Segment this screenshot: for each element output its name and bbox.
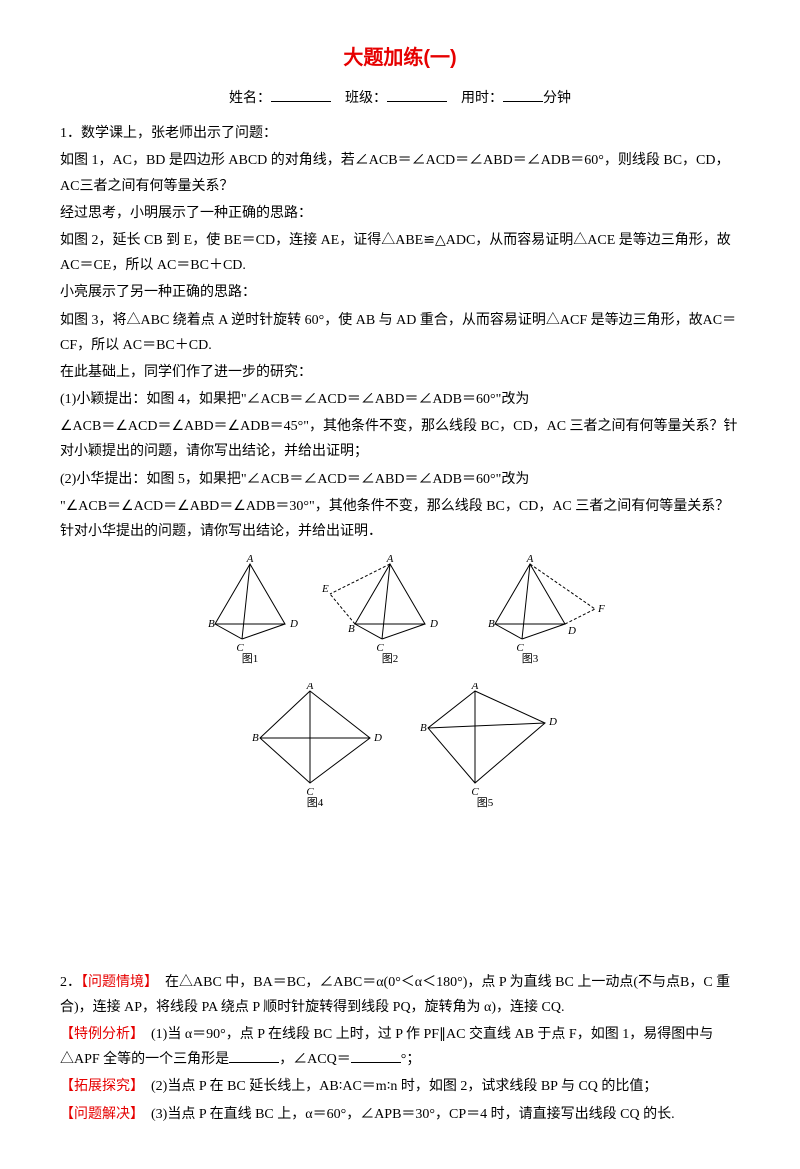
- svg-text:图3: 图3: [522, 652, 539, 664]
- svg-text:B: B: [208, 618, 215, 630]
- p2-line2: 【特例分析】 (1)当 α＝90°，点 P 在线段 BC 上时，过 P 作 PF…: [60, 1022, 740, 1072]
- svg-text:图2: 图2: [382, 652, 399, 664]
- svg-text:E: E: [321, 583, 329, 595]
- svg-text:A: A: [246, 554, 254, 565]
- svg-text:B: B: [488, 618, 495, 630]
- figures-row1: A B C D 图1 A B C D E 图2: [60, 554, 740, 673]
- svg-text:图5: 图5: [477, 796, 494, 808]
- svg-text:D: D: [373, 732, 382, 744]
- p2-t1: 在△ABC 中，BA＝BC，∠ABC＝α(0°＜α＜180°)，点 P 为直线 …: [60, 975, 730, 1015]
- figures-row2: A B C D 图4 A B C D 图5: [60, 683, 740, 817]
- p1-l5: 小亮展示了另一种正确的思路：: [60, 280, 740, 305]
- p1-num: 1．: [60, 126, 81, 141]
- figs-1-2-3: A B C D 图1 A B C D E 图2: [190, 554, 610, 664]
- svg-text:B: B: [252, 732, 259, 744]
- svg-text:A: A: [526, 554, 534, 565]
- tag-extend: 【拓展探究】: [60, 1079, 137, 1094]
- svg-text:A: A: [306, 683, 314, 692]
- svg-text:图1: 图1: [242, 652, 259, 664]
- name-label: 姓名：: [229, 91, 271, 106]
- class-label: 班级：: [345, 91, 387, 106]
- p2-line1: 2．【问题情境】 在△ABC 中，BA＝BC，∠ABC＝α(0°＜α＜180°)…: [60, 970, 740, 1020]
- blank-triangle[interactable]: [229, 1048, 279, 1063]
- p1-l10: (2)小华提出：如图 5，如果把"∠ACB＝∠ACD＝∠ABD＝∠ADB＝60°…: [60, 467, 740, 492]
- time-label: 用时：: [461, 91, 503, 106]
- page-title: 大题加练(一): [60, 40, 740, 76]
- p1-l2: 如图 1，AC，BD 是四边形 ABCD 的对角线，若∠ACB＝∠ACD＝∠AB…: [60, 148, 740, 198]
- p1-l7: 在此基础上，同学们作了进一步的研究：: [60, 360, 740, 385]
- svg-text:F: F: [597, 603, 605, 615]
- p1-l8: (1)小颖提出：如图 4，如果把"∠ACB＝∠ACD＝∠ABD＝∠ADB＝60°…: [60, 387, 740, 412]
- p2-t3: (2)当点 P 在 BC 延长线上，AB∶AC＝m∶n 时，如图 2，试求线段 …: [137, 1079, 657, 1094]
- tag-special: 【特例分析】: [60, 1027, 137, 1042]
- p2-t4: (3)当点 P 在直线 BC 上，α＝60°，∠APB＝30°，CP＝4 时，请…: [137, 1107, 675, 1122]
- p2-t2c: °；: [401, 1052, 421, 1067]
- p1-l11: "∠ACB＝∠ACD＝∠ABD＝∠ADB＝30°"，其他条件不变，那么线段 BC…: [60, 494, 740, 544]
- svg-text:D: D: [548, 716, 557, 728]
- p2-t2b: ，∠ACQ＝: [279, 1052, 351, 1067]
- time-blank[interactable]: [503, 87, 543, 102]
- svg-text:图4: 图4: [307, 796, 324, 808]
- p1-l4: 如图 2，延长 CB 到 E，使 BE＝CD，连接 AE，证得△ABE≌△ADC…: [60, 228, 740, 278]
- p2-num: 2．: [60, 975, 81, 990]
- time-unit: 分钟: [543, 91, 571, 106]
- p1-line1: 1．数学课上，张老师出示了问题：: [60, 121, 740, 146]
- tag-solve: 【问题解决】: [60, 1107, 137, 1122]
- name-blank[interactable]: [271, 87, 331, 102]
- tag-situation: 【问题情境】: [81, 975, 151, 990]
- svg-text:D: D: [289, 618, 298, 630]
- p1-l1: 数学课上，张老师出示了问题：: [81, 126, 277, 141]
- p2-line3: 【拓展探究】 (2)当点 P 在 BC 延长线上，AB∶AC＝m∶n 时，如图 …: [60, 1074, 740, 1099]
- blank-angle[interactable]: [351, 1048, 401, 1063]
- svg-text:B: B: [348, 623, 355, 635]
- figs-4-5: A B C D 图4 A B C D 图5: [240, 683, 560, 808]
- spacer: [60, 828, 740, 968]
- class-blank[interactable]: [387, 87, 447, 102]
- svg-text:B: B: [420, 722, 427, 734]
- info-line: 姓名： 班级： 用时： 分钟: [60, 86, 740, 111]
- p2-line4: 【问题解决】 (3)当点 P 在直线 BC 上，α＝60°，∠APB＝30°，C…: [60, 1102, 740, 1127]
- svg-text:A: A: [386, 554, 394, 565]
- svg-text:A: A: [471, 683, 479, 692]
- p1-l6: 如图 3，将△ABC 绕着点 A 逆时针旋转 60°，使 AB 与 AD 重合，…: [60, 308, 740, 358]
- svg-text:D: D: [429, 618, 438, 630]
- p1-l9: ∠ACB＝∠ACD＝∠ABD＝∠ADB＝45°"，其他条件不变，那么线段 BC，…: [60, 414, 740, 464]
- p1-l3: 经过思考，小明展示了一种正确的思路：: [60, 201, 740, 226]
- svg-text:D: D: [567, 625, 576, 637]
